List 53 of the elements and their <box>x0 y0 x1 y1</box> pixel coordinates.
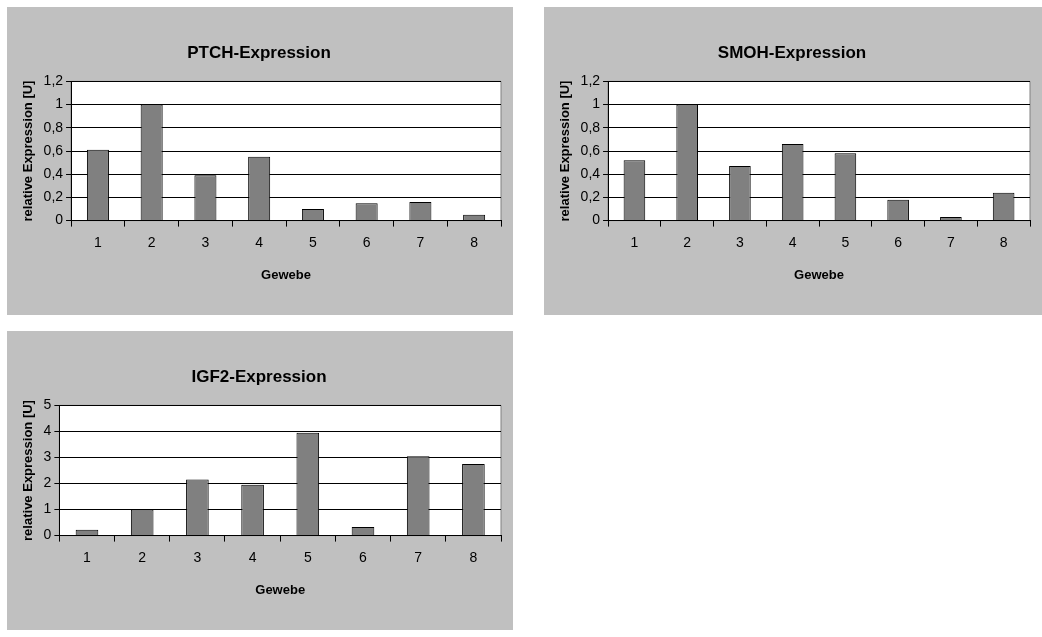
x-axis-title: Gewebe <box>261 266 311 282</box>
x-tick-label: 3 <box>201 233 210 250</box>
x-tick-label: 3 <box>193 548 202 565</box>
y-tick-label: 0 <box>55 211 64 228</box>
x-tick-label: 6 <box>362 233 371 250</box>
x-axis-title: Gewebe <box>255 581 306 597</box>
x-tick-label: 2 <box>147 233 156 250</box>
y-tick-label: 1 <box>43 500 52 517</box>
x-tick-label: 7 <box>416 233 425 250</box>
x-tick-label: 5 <box>303 548 312 565</box>
y-tick-label: 0,2 <box>580 188 601 205</box>
x-tick-label: 4 <box>788 233 797 250</box>
x-tick-label: 8 <box>469 548 478 565</box>
x-axis-title: Gewebe <box>794 266 844 282</box>
y-axis-title: relative Expression [U] <box>20 400 36 541</box>
chart-title: PTCH-Expression <box>187 42 331 62</box>
y-tick-label: 1 <box>592 95 601 112</box>
x-tick-label: 4 <box>248 548 257 565</box>
y-tick-label: 4 <box>43 422 52 439</box>
x-tick-label: 8 <box>470 233 479 250</box>
y-axis-title: relative Expression [U] <box>20 80 36 222</box>
y-tick-label: 1,2 <box>43 72 64 89</box>
x-tick-label: 2 <box>138 548 147 565</box>
y-tick-label: 3 <box>43 448 52 465</box>
y-tick-label: 0,8 <box>580 118 601 135</box>
chart-title: IGF2-Expression <box>191 366 327 386</box>
x-tick-label: 3 <box>736 233 745 250</box>
x-tick-label: 1 <box>630 233 639 250</box>
x-tick-label: 6 <box>894 233 903 250</box>
x-tick-label: 7 <box>946 233 955 250</box>
x-tick-label: 6 <box>359 548 368 565</box>
x-tick-label: 8 <box>999 233 1008 250</box>
y-tick-label: 1 <box>55 95 64 112</box>
y-tick-label: 2 <box>43 474 52 491</box>
y-tick-label: 0,6 <box>43 141 64 158</box>
y-axis-title: relative Expression [U] <box>557 80 573 222</box>
y-tick-label: 0 <box>592 211 601 228</box>
y-tick-label: 1,2 <box>580 72 601 89</box>
y-tick-label: 0,4 <box>580 165 601 182</box>
x-tick-label: 1 <box>94 233 103 250</box>
y-tick-label: 0 <box>43 526 52 543</box>
y-tick-label: 0,6 <box>580 141 601 158</box>
x-tick-label: 4 <box>255 233 264 250</box>
x-tick-label: 7 <box>414 548 423 565</box>
x-tick-label: 1 <box>83 548 92 565</box>
x-tick-label: 5 <box>841 233 850 250</box>
chart-title: SMOH-Expression <box>717 42 867 62</box>
y-tick-label: 0,2 <box>43 188 64 205</box>
y-tick-label: 5 <box>43 396 52 413</box>
y-tick-label: 0,4 <box>43 165 64 182</box>
x-tick-label: 5 <box>309 233 317 250</box>
x-tick-label: 2 <box>683 233 692 250</box>
y-tick-label: 0,8 <box>43 118 64 135</box>
